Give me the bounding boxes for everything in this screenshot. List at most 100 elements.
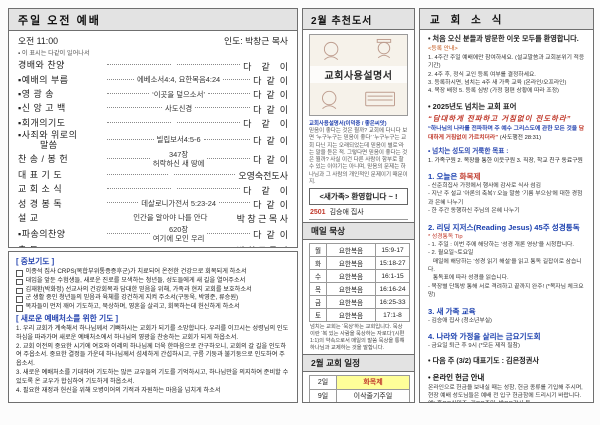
worship-item-label: 축 도 — [18, 245, 104, 247]
dotted-leader — [218, 201, 251, 204]
news-item: - 2. 월요일~토요일 — [428, 250, 474, 257]
verse-part-blue: “하나님의 나라를 전파하며 주 예수 그리스도에 관한 모든 것을 — [428, 126, 579, 133]
new-place-list: 1. 우리 교회가 계속해서 하나님께서 기뻐하시는 교회가 되기를 소망합니다… — [16, 325, 290, 395]
dotted-leader — [210, 216, 233, 217]
checkbox-bullet-icon — [16, 305, 23, 312]
worship-row: ▪신 앙 고 백 사도신경 다 같 이 — [9, 102, 297, 116]
dotted-leader — [176, 63, 241, 66]
welcome-line: • 처음 오신 분들과 방문한 이웃 모두를 환영합니다. — [428, 34, 579, 43]
dotted-leader — [107, 121, 171, 123]
worship-item-performer: 오영숙전도사 — [238, 171, 288, 182]
worship-item-label: 찬 송 / 봉 헌 — [18, 153, 69, 164]
worship-item-performer: 다 같 이 — [253, 199, 288, 210]
devotion-day: 금 — [309, 295, 327, 309]
book-cover: 교회사용설명서 — [309, 34, 408, 116]
registration-steps: 1. 4주간 주일 예배에만 참여하세요. (설교말씀과 교회분위기 적응 기간… — [428, 54, 585, 96]
dotted-leader — [207, 157, 251, 159]
worship-item-detail: 347장 허락하신 새 땅에 — [152, 149, 205, 168]
news-item: * 성경통독 Tip — [428, 233, 463, 240]
checkbox-bullet-icon — [16, 287, 23, 295]
devotion-verse: 17:1-8 — [375, 308, 410, 322]
devotion-day: 수 — [309, 269, 327, 283]
online-giving-line: 온라인으로 헌금을 보내실 때는 성함, 헌금 종류를 기입해 주시며, — [428, 384, 583, 391]
worship-leader: 인도: 박창근 목사 — [224, 36, 288, 46]
intercession-title: [ 중보기도 ] — [16, 257, 55, 266]
worship-item-performer: 다 같 이 — [243, 119, 289, 130]
news-item: - 지난 주 설교 ‘아론의 축복’/ 오늘 말씀 ‘기름 부으심’에 대한 경… — [428, 191, 583, 206]
dotted-leader — [203, 138, 251, 140]
worship-row: 교 회 소 식 다 같 이 — [9, 183, 297, 197]
worship-row: ▪사죄와 위로의 말씀 빌립보서4:5-6 다 같 이 — [9, 130, 297, 151]
news-item: 3. 새 가족 교육 — [428, 306, 476, 316]
dotted-leader — [107, 92, 150, 94]
news-item: - 금요일 퇴근 후 9시 (*모든 제직 필참) — [428, 343, 520, 350]
worship-item-label: ▪영 광 송 — [18, 89, 55, 100]
dotted-leader — [107, 138, 154, 140]
intercession-item: 군 생활 중인 청년들의 믿음과 육체를 강건하게 지켜 주소서(구동욱, 박영… — [16, 294, 290, 303]
motto-text: “담대하게 전파하고 거침없이 전도하라” — [428, 113, 572, 123]
news-item: - 목장별 단톡방 통해 서로 격려하고 끝까지 완주! (*목자님 체크요망) — [428, 283, 584, 299]
news-item: 매일에 해당하는 ‘성경 읽기 해설’을 읽고 통독 길잡이로 삼습니다. — [428, 258, 582, 274]
motto-title: • 2025년도 넘치는 교회 표어 — [428, 101, 517, 111]
worship-time: 오전 11:00 — [18, 36, 58, 46]
dotted-leader — [107, 201, 139, 204]
news-item: - 1. 주일 : 이번 주에 해당하는 ‘성경 개론 영상’을 시청합니다. — [428, 241, 574, 248]
new-family-entry: 2501 김승애 집사 — [309, 205, 408, 220]
worship-item-label: ▪예배의 부름 — [18, 74, 69, 85]
books-header: 2월 추천도서 — [303, 9, 414, 30]
dotted-leader — [174, 173, 236, 175]
new-place-item: 3. 새로운 예배처소를 기대하며 기도하는 많은 교우들의 기도를 기억하시고… — [16, 368, 289, 385]
devotion-header: 매일 묵상 — [303, 222, 414, 240]
worship-item-label: 경배와 찬양 — [18, 60, 65, 71]
worship-item-detail: 인간을 알아야 나를 안다 — [133, 213, 208, 223]
dotted-leader — [107, 173, 169, 175]
worship-item-performer: 다 같 이 — [253, 104, 289, 115]
worship-row: ▪회개의기도 다 같 이 — [9, 117, 297, 131]
dotted-leader — [207, 232, 251, 234]
worship-time-row: 오전 11:00 인도: 박창근 목사 — [9, 31, 297, 48]
worship-item-detail: 사도신경 — [164, 103, 193, 113]
dotted-leader — [208, 92, 251, 94]
devotion-row: 화 요한복음 15:18-27 — [309, 256, 410, 270]
worship-item-detail: 에베소서4:4, 요한복음4:24 — [137, 75, 221, 85]
devotion-verse: 16:16-24 — [375, 282, 410, 296]
devotion-row: 금 요한복음 16:25-33 — [309, 295, 410, 309]
worship-row: 경배와 찬양 다 같 이 — [9, 59, 297, 73]
intercession-item: 대입을 앞둔 수험생들, 새로운 진로를 모색하는 청년들, 성도들에게 새 길… — [16, 277, 290, 286]
dotted-leader — [176, 121, 241, 123]
devotion-day: 화 — [309, 256, 327, 270]
devotion-row: 수 요한복음 16:1-15 — [309, 269, 410, 283]
prayer-section: [ 중보기도 ] 이종석 집사 CRPS(복합부위통증증후군)가 치료되어 온전… — [8, 251, 298, 403]
dotted-leader — [107, 216, 130, 217]
worship-order-section: 주일 오전 예배 오전 11:00 인도: 박창근 목사 ▪ 이 표시는 다같이… — [8, 8, 298, 248]
goal-text: 1. 가족구원 2. 목장을 통한 이웃구원 3. 직장, 학교 친구 동료구원 — [428, 157, 583, 164]
verse-part-red: 담대하게 거침없이 가르치더라” — [428, 126, 585, 141]
new-family-name: 김승애 집사 — [329, 209, 364, 216]
devotion-verse: 15:9-17 — [375, 243, 410, 257]
dotted-leader — [107, 78, 134, 80]
devotion-verse: 16:1-15 — [375, 269, 410, 283]
worship-item-label: ▪파송의찬양 — [18, 228, 66, 239]
dotted-leader — [223, 78, 251, 80]
schedule-event: 이삭줄기주일 — [336, 388, 410, 402]
worship-row: 축 도 박 창 근 목 사 — [9, 244, 297, 247]
recommended-book-section: 2월 추천도서 교회사용설명서 교회사용설명서(이덕중 / 좋은씨앗) 믿음이 … — [302, 8, 415, 403]
news-item: 1. 오늘은 화목제 — [428, 171, 481, 181]
worship-item-performer: 다 같 이 — [253, 155, 289, 166]
book-cover-title: 교회사용설명서 — [310, 66, 407, 83]
worship-row: 설 교 인간을 알아야 나를 안다 박 창 근 목 사 — [9, 212, 297, 226]
news-item: - 한 주간 동행하신 주님의 은혜 나누기 — [428, 208, 520, 215]
online-giving-lines: 온라인으로 헌금을 보내실 때는 성함, 헌금 종류를 기입해 주시며, 현장 예… — [428, 384, 585, 402]
intercession-item: 김재환(박화정) 선교사의 건강회복과 담대한 믿음을 위해, 가족과 현지 교… — [16, 286, 290, 295]
worship-row: 찬 송 / 봉 헌 347장 허락하신 새 땅에 다 같 이 — [9, 149, 297, 169]
registration-step: 4. 목장 배정 5. 등록 심방 (가정 형편 상황에 따라 조정) — [428, 88, 559, 95]
devotion-row: 월 요한복음 15:9-17 — [309, 243, 410, 257]
schedule-rows: 2일 화목제 9일 이삭줄기주일 16일 화목제 23일 선교주일 — [309, 374, 410, 402]
dotted-leader — [107, 187, 171, 190]
intercession-list: 이종석 집사 CRPS(복합부위통증증후군)가 치료되어 온전한 건강으로 회복… — [16, 268, 290, 312]
schedule-header: 2월 교회 일정 — [303, 353, 414, 372]
devotion-note: 넘치는 교회는 ‘묵상’하는 교회입니다. 묵상이란 ‘복 있는 사람을 묵상하… — [310, 324, 405, 351]
goal-title: • 넘치는 성도의 거룩한 목표 : — [428, 148, 509, 156]
devotion-book: 요한복음 — [326, 256, 376, 270]
motto-verse: “하나님의 나라를 전파하며 주 예수 그리스도에 관한 모든 것을 담대하게 … — [428, 125, 585, 142]
